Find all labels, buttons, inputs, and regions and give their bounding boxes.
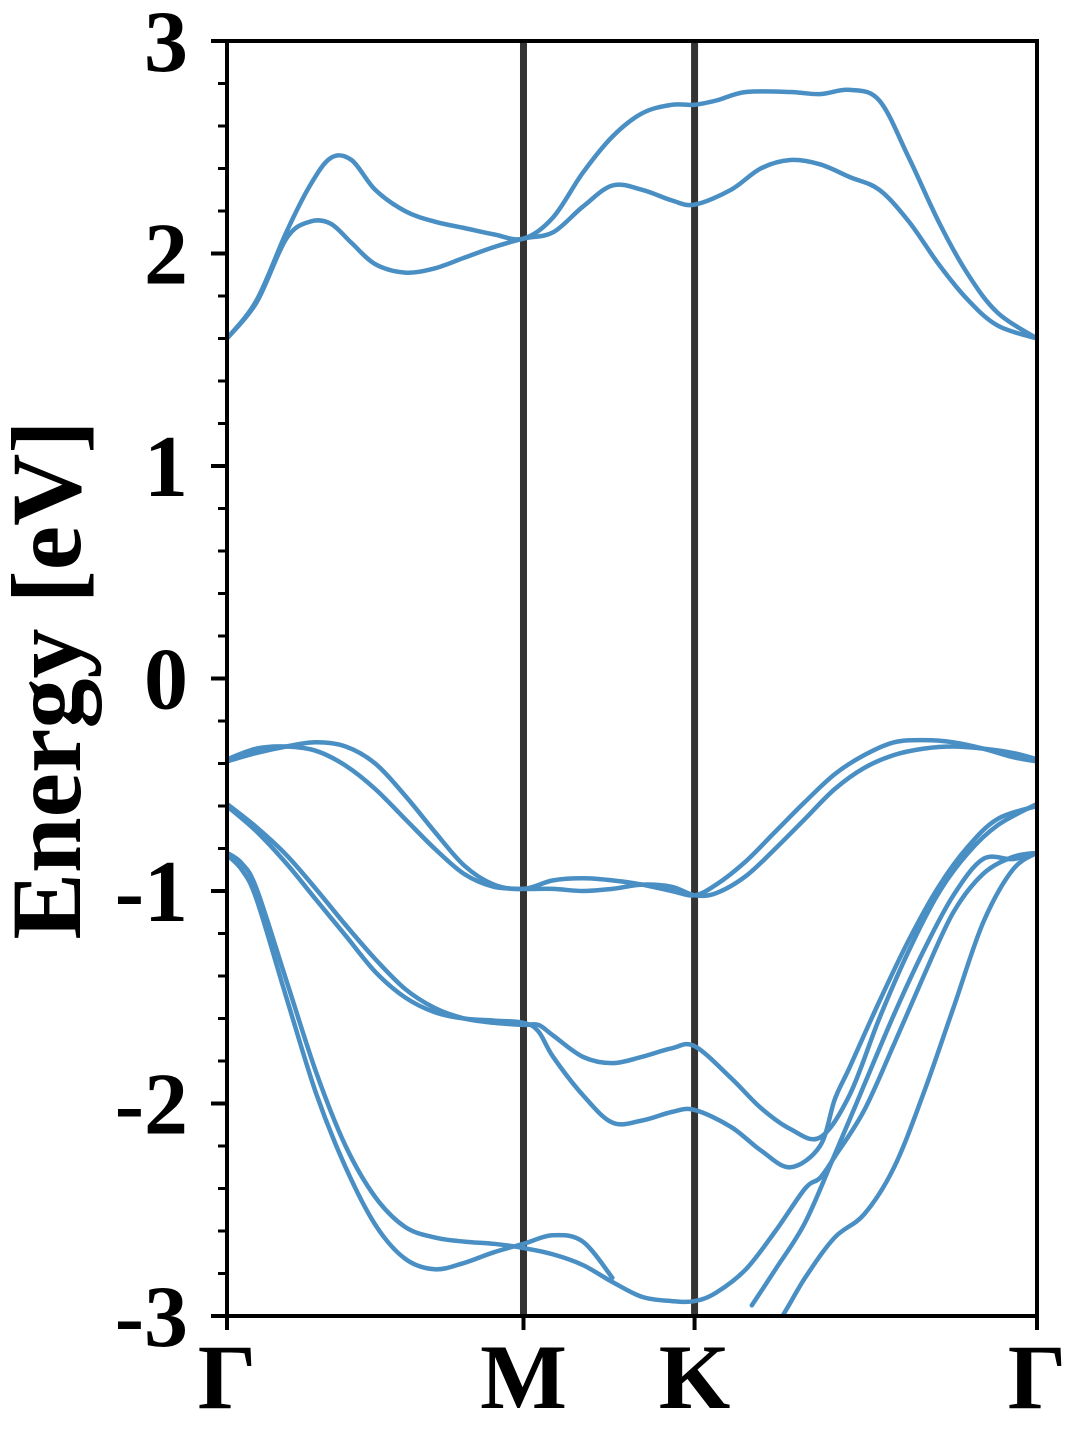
band-line-7 [227, 850, 1037, 1305]
y-tick-label: 2 [144, 207, 188, 304]
y-axis-label: Energy [eV] [0, 420, 102, 939]
y-tick-label: 3 [144, 0, 188, 91]
y-tick-label: 0 [144, 632, 188, 729]
band-line-5 [227, 801, 1037, 1142]
band-line-3 [227, 744, 1037, 899]
band-line-6 [227, 803, 1037, 1170]
x-tick-label: Γ [1008, 1326, 1067, 1428]
x-tick-label: Γ [198, 1326, 257, 1428]
y-ticks [211, 39, 1039, 1330]
plot-frame [225, 39, 1039, 1318]
y-tick-label: -2 [115, 1057, 188, 1154]
x-tick-label: M [480, 1326, 567, 1428]
band-line-2 [227, 157, 1037, 341]
band-line-10 [749, 850, 1037, 1308]
high-symmetry-dividers [519, 41, 699, 1316]
x-tick-label: K [659, 1326, 731, 1428]
y-tick-label: 1 [144, 419, 188, 516]
y-tick-label: -3 [115, 1269, 188, 1366]
y-tick-label: -1 [115, 844, 188, 941]
band-line-9 [779, 850, 1037, 1316]
bands [227, 87, 1037, 1316]
band-line-4 [227, 737, 1037, 898]
band-line-1 [227, 87, 1037, 341]
tick-labels: -3 -2 -1 0 1 2 3 Γ M K Γ [115, 0, 1067, 1428]
band-line-8 [227, 852, 615, 1281]
